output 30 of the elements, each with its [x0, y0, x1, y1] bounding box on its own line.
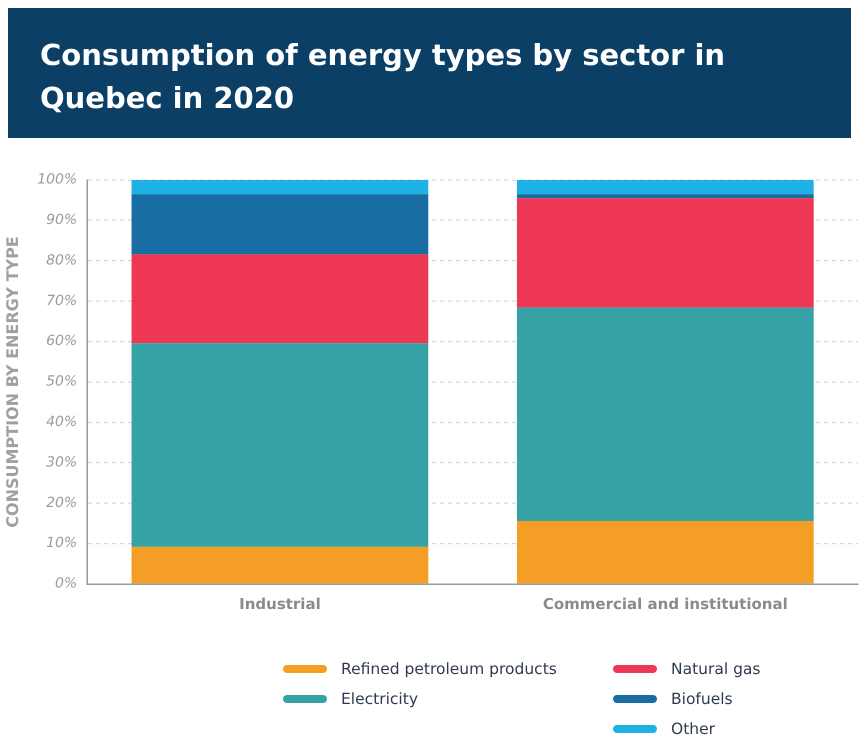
- bar: [516, 520, 814, 584]
- bar: [516, 308, 814, 521]
- y-tick-label: 0%: [55, 576, 78, 592]
- y-tick-label: 80%: [46, 252, 78, 268]
- y-tick-label: 50%: [46, 374, 78, 390]
- y-tick-label: 10%: [46, 535, 78, 552]
- y-tick-label: 30%: [46, 454, 78, 470]
- chart-title: Consumption of energy types by sector in Quebec in 2020: [8, 8, 851, 138]
- y-tick-label: 70%: [46, 292, 78, 309]
- legend-label: Other: [671, 720, 716, 736]
- legend-label: Biofuels: [671, 690, 733, 708]
- x-tick-label: Commercial and institutional: [542, 594, 788, 613]
- y-tick-label: 40%: [46, 414, 78, 430]
- y-tick-label: 90%: [46, 212, 78, 228]
- y-tick-label: 100%: [37, 172, 78, 188]
- legend-label: Natural gas: [671, 660, 761, 678]
- bar: [132, 254, 428, 344]
- bar: [132, 194, 428, 254]
- bar: [132, 546, 428, 584]
- bar: [516, 180, 814, 194]
- y-axis-title: CONSUMPTION BY ENERGY TYPE: [2, 236, 22, 528]
- bar: [516, 194, 814, 198]
- y-tick-label: 20%: [46, 494, 78, 511]
- legend-label: Electricity: [341, 690, 418, 708]
- legend-label: Refined petroleum products: [341, 660, 557, 678]
- y-tick-label: 60%: [46, 333, 78, 350]
- x-tick-label: Industrial: [239, 594, 321, 613]
- bar: [516, 198, 814, 308]
- bar: [132, 180, 428, 194]
- bar: [132, 343, 428, 547]
